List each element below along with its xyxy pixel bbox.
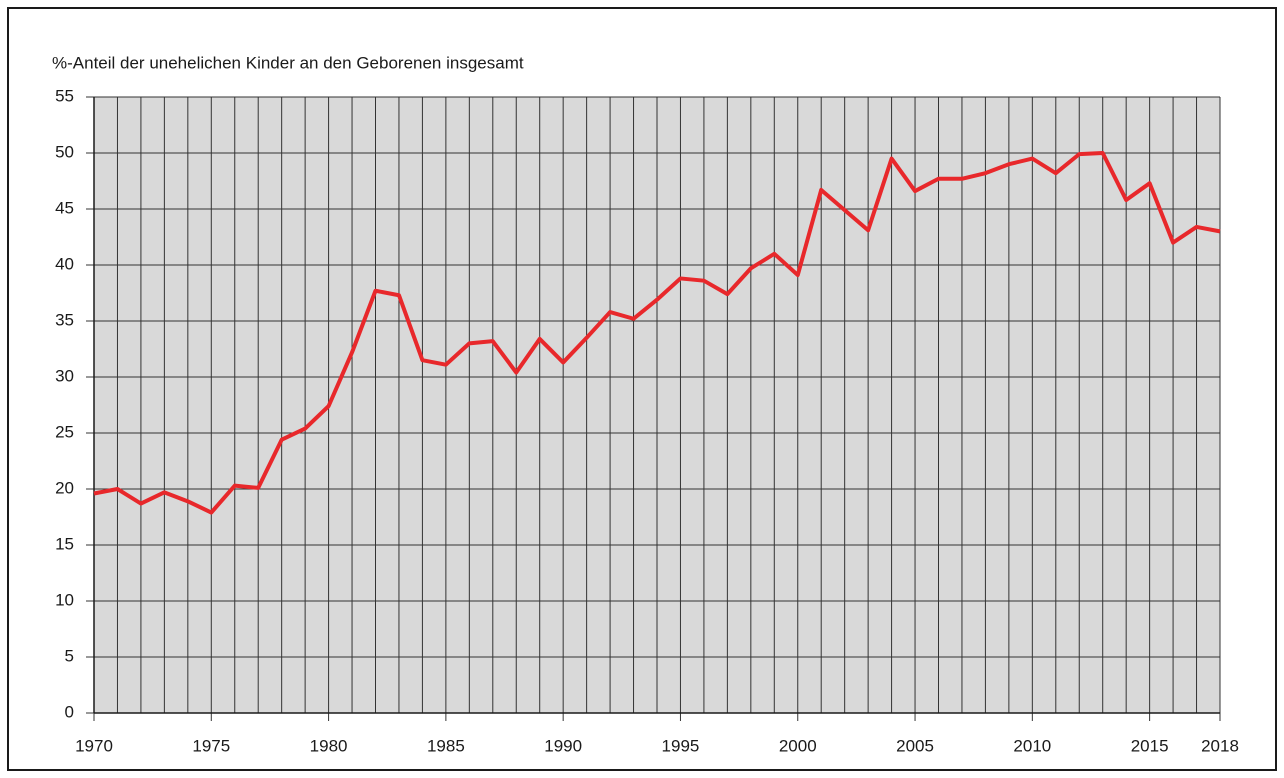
x-tick-label: 1985	[427, 736, 465, 755]
data-line	[93, 151, 1221, 515]
x-tick-label: 1990	[544, 736, 582, 755]
y-tick-label: 15	[55, 534, 74, 553]
x-tick-label: 2005	[896, 736, 934, 755]
y-axis-label: %-Anteil der unehelichen Kinder an den G…	[52, 53, 524, 72]
y-tick-label: 20	[55, 478, 74, 497]
x-tick-label: 1980	[310, 736, 348, 755]
x-tick-label: 2000	[779, 736, 817, 755]
y-tick-label: 10	[55, 590, 74, 609]
y-tick-label: 0	[65, 702, 74, 721]
x-tick-label: 2015	[1131, 736, 1169, 755]
y-tick-label: 30	[55, 366, 74, 385]
y-tick-label: 55	[55, 86, 74, 105]
y-tick-label: 45	[55, 198, 74, 217]
x-tick-label: 2018	[1201, 736, 1239, 755]
x-tick-label: 1975	[192, 736, 230, 755]
y-tick-label: 35	[55, 310, 74, 329]
y-tick-label: 50	[55, 142, 74, 161]
x-tick-label: 1970	[75, 736, 113, 755]
x-tick-label: 1995	[662, 736, 700, 755]
y-tick-label: 5	[65, 646, 74, 665]
y-tick-label: 25	[55, 422, 74, 441]
x-tick-label: 2010	[1013, 736, 1051, 755]
y-tick-label: 40	[55, 254, 74, 273]
